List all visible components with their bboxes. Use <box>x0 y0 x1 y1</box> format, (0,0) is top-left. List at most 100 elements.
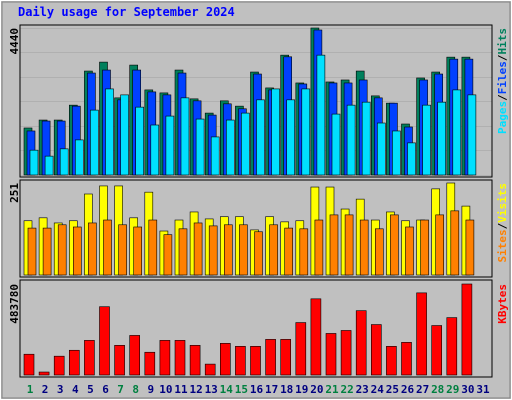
x-tick-label: 24 <box>371 383 385 396</box>
bar <box>129 335 140 376</box>
x-tick-label: 17 <box>265 383 278 396</box>
bar <box>461 283 473 376</box>
bar <box>374 228 384 276</box>
bar <box>256 99 265 176</box>
bar <box>114 345 125 376</box>
bar <box>235 346 246 376</box>
legend-separator: / <box>496 54 509 61</box>
bar <box>84 340 95 376</box>
bar <box>27 227 37 276</box>
x-tick-label: 20 <box>310 383 323 396</box>
bar <box>208 225 218 276</box>
bar <box>220 343 231 376</box>
y-tick-label: 4440 <box>8 28 21 55</box>
bar <box>420 219 429 276</box>
legend: Sites/Visits <box>496 183 509 263</box>
x-tick-label: 6 <box>102 383 109 396</box>
x-tick-label: 29 <box>446 383 459 396</box>
legend-separator: / <box>496 222 509 229</box>
bar <box>435 214 445 276</box>
bar <box>361 101 371 176</box>
bar <box>299 228 309 276</box>
legend: Pages/Files/Hits <box>496 28 509 134</box>
bar <box>75 139 84 176</box>
bar <box>401 342 412 376</box>
bar <box>416 292 427 376</box>
x-tick-label: 15 <box>235 383 248 396</box>
chart-title: Daily usage for September 2024 <box>18 5 235 19</box>
bar <box>189 345 201 376</box>
bar <box>163 234 173 276</box>
bar <box>241 112 250 176</box>
bar <box>271 88 280 176</box>
bar <box>120 94 129 176</box>
bar <box>144 351 156 376</box>
bar <box>284 227 294 276</box>
bar <box>90 109 99 176</box>
bar <box>465 219 475 276</box>
x-tick-label: 7 <box>117 383 124 396</box>
bar <box>254 231 263 276</box>
legend-entry: Pages <box>496 101 509 134</box>
x-tick-label: 2 <box>42 383 49 396</box>
x-tick-label: 19 <box>295 383 308 396</box>
bar <box>340 330 352 376</box>
bar <box>405 226 414 276</box>
bar <box>210 136 220 176</box>
bar <box>392 130 401 176</box>
bar <box>346 104 356 176</box>
bar <box>135 106 144 176</box>
bar <box>69 349 80 376</box>
x-tick-label: 1 <box>27 383 34 396</box>
x-tick-label: 25 <box>386 383 399 396</box>
bar <box>265 339 276 376</box>
x-tick-label: 14 <box>220 383 234 396</box>
bar <box>452 89 462 176</box>
bar <box>450 210 460 276</box>
bar <box>226 119 235 176</box>
bar <box>88 222 97 276</box>
bar <box>280 339 292 376</box>
bar <box>148 219 158 276</box>
bar <box>386 346 397 376</box>
legend-entry: Hits <box>496 28 509 55</box>
bar <box>437 101 447 176</box>
x-tick-label: 9 <box>147 383 154 396</box>
x-tick-label: 12 <box>189 383 202 396</box>
bar <box>99 306 110 376</box>
bar <box>224 224 233 276</box>
x-tick-label: 13 <box>205 383 218 396</box>
bar <box>42 227 52 276</box>
bar <box>407 142 416 176</box>
bar <box>29 149 39 176</box>
bar <box>103 219 112 276</box>
bar <box>325 333 337 376</box>
y-tick-label: 251 <box>8 183 21 203</box>
bar <box>59 148 69 176</box>
bar <box>370 324 382 376</box>
bar <box>314 219 324 276</box>
bar <box>133 226 142 276</box>
x-tick-label: 10 <box>159 383 172 396</box>
bar <box>344 214 354 276</box>
x-tick-label: 28 <box>431 383 444 396</box>
bar <box>53 355 65 376</box>
bar <box>165 115 175 176</box>
bar <box>239 224 248 276</box>
bar <box>295 322 307 376</box>
bar <box>286 99 296 176</box>
bar <box>57 224 67 276</box>
bar <box>329 214 339 276</box>
bar <box>431 325 443 376</box>
bar <box>178 228 188 276</box>
bar <box>355 310 367 376</box>
legend-entry: KBytes <box>496 284 509 324</box>
bar <box>376 122 386 176</box>
bar <box>316 54 326 176</box>
x-tick-label: 8 <box>132 383 139 396</box>
bar <box>446 317 458 376</box>
bar <box>269 224 278 276</box>
x-tick-label: 11 <box>174 383 188 396</box>
